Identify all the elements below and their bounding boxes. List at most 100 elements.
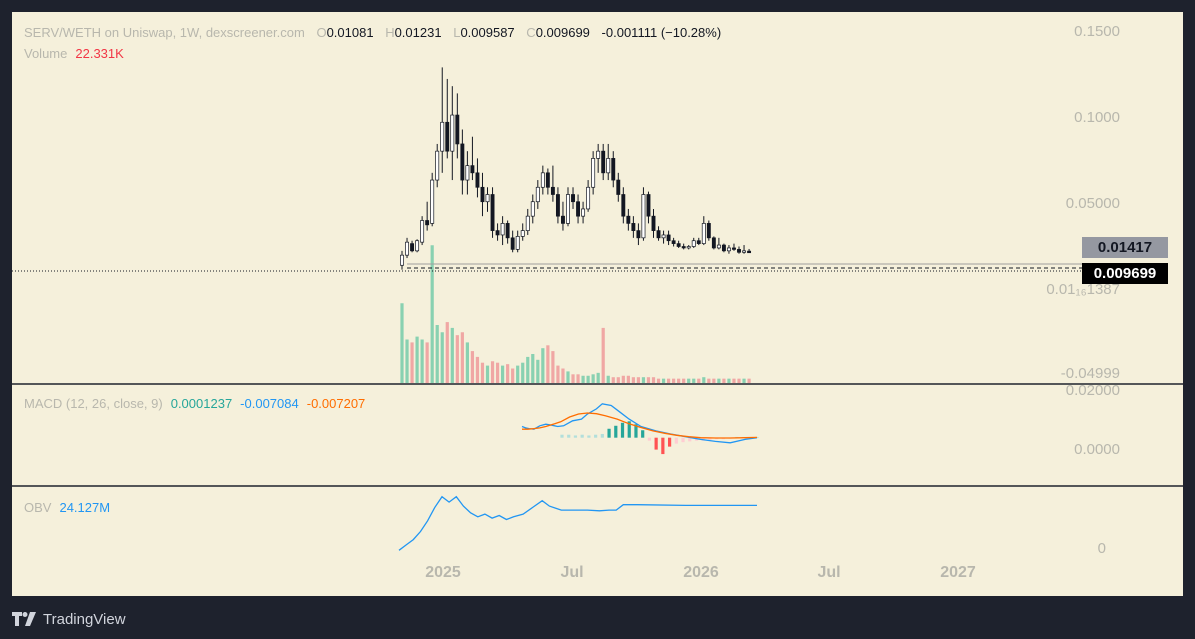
candle-body: [601, 150, 606, 174]
volume-bar: [682, 378, 686, 383]
volume-bar: [465, 342, 469, 383]
volume-bar: [460, 332, 464, 383]
price-tick: 0.05000: [1065, 195, 1120, 212]
obv-value: 24.127M: [59, 500, 111, 515]
macd-line: [521, 403, 758, 444]
volume-label: Volume: [24, 46, 68, 61]
volume-bar: [430, 245, 434, 383]
volume-bar: [521, 362, 525, 383]
macd-pane: [521, 403, 759, 455]
macd-histogram-bar: [587, 435, 591, 438]
volume-bar: [485, 365, 490, 383]
chart-frame[interactable]: SERV/WETH on Uniswap, 1W, dexscreener.co…: [12, 12, 1183, 596]
candle-body: [696, 240, 701, 244]
candle-body: [510, 237, 515, 250]
macd-tick: 0.0000: [1074, 441, 1120, 458]
candle-body: [671, 240, 676, 244]
macd-histogram-bar: [647, 437, 652, 441]
high-price-badge: 0.01417: [1082, 237, 1168, 258]
volume-bar: [672, 378, 676, 383]
volume-bar: [717, 378, 721, 383]
obv-legend: OBV 24.127M: [24, 500, 110, 515]
candle-body: [691, 240, 696, 247]
candle-body: [540, 172, 545, 188]
candle-body: [581, 208, 586, 217]
symbol-legend: SERV/WETH on Uniswap, 1W, dexscreener.co…: [24, 25, 729, 40]
candle-body: [641, 194, 646, 239]
volume-bar: [561, 368, 565, 383]
price-tick: 0.1000: [1074, 109, 1120, 126]
candle-body: [545, 172, 550, 188]
volume-bar: [405, 339, 409, 383]
candle-body: [737, 249, 741, 253]
volume-bar: [616, 377, 620, 383]
volume-bar: [556, 365, 560, 383]
chart-canvas[interactable]: [12, 12, 1183, 596]
volume-bar: [727, 378, 731, 383]
candle-body: [576, 201, 581, 217]
obv-pane: [398, 495, 757, 551]
candle-body: [686, 246, 691, 249]
candle-body: [596, 150, 601, 159]
change-value: -0.001111 (−10.28%): [601, 25, 722, 40]
macd-histogram-bar: [620, 422, 625, 438]
volume-bar: [722, 378, 726, 383]
volume-legend: Volume 22.331K: [24, 46, 124, 61]
candlesticks: [400, 67, 752, 270]
volume-bar: [737, 378, 741, 383]
time-tick: Jul: [560, 564, 584, 581]
volume-bar: [732, 378, 736, 383]
candle-body: [651, 215, 656, 231]
macd-label: MACD (12, 26, close, 9): [24, 396, 163, 411]
volume-bar: [455, 335, 459, 383]
high-value: 0.01231: [394, 25, 442, 40]
volume-bar: [626, 375, 630, 383]
candle-body: [400, 254, 404, 266]
macd-histogram-bar: [641, 430, 645, 438]
candle-body: [571, 194, 575, 203]
volume-bar: [435, 325, 439, 383]
candle-body: [420, 220, 425, 243]
candle-body: [561, 215, 565, 224]
macd-tick: 0.02000: [1065, 382, 1120, 399]
candle-body: [475, 172, 480, 188]
candle-body: [626, 215, 631, 224]
macd-histogram-bar: [674, 437, 678, 444]
candle-body: [550, 186, 555, 195]
candle-body: [505, 223, 510, 239]
volume-bar: [692, 378, 696, 383]
macd-histogram-bar: [708, 437, 712, 440]
candle-body: [555, 194, 560, 217]
volume-bar: [646, 377, 651, 383]
volume-bar: [531, 354, 535, 383]
candle-body: [716, 244, 721, 249]
tradingview-logo-icon[interactable]: [12, 612, 38, 626]
close-value: 0.009699: [535, 25, 590, 40]
volume-bar: [541, 348, 545, 383]
candle-body: [636, 230, 641, 239]
candle-body: [440, 121, 445, 152]
volume-bars: [400, 245, 751, 383]
candle-body: [535, 186, 540, 203]
volume-bar: [495, 362, 500, 383]
volume-bar: [571, 374, 575, 383]
tradingview-brand[interactable]: TradingView: [43, 610, 126, 628]
macd-histogram-bar: [580, 434, 584, 438]
volume-bar: [445, 322, 449, 383]
volume-bar: [661, 378, 666, 383]
candle-body: [661, 234, 666, 239]
volume-bar: [591, 374, 595, 383]
candle-body: [606, 158, 611, 174]
candle-body: [621, 194, 626, 217]
macd-histogram-bar: [594, 434, 598, 438]
obv-line: [398, 495, 757, 551]
volume-bar: [606, 375, 610, 383]
volume-bar: [596, 372, 600, 383]
candle-body: [631, 223, 636, 231]
candle-body: [455, 114, 460, 145]
volume-bar: [677, 378, 681, 383]
volume-bar: [601, 327, 605, 383]
volume-bar: [420, 339, 424, 383]
volume-bar: [697, 378, 701, 383]
volume-bar: [546, 345, 550, 383]
